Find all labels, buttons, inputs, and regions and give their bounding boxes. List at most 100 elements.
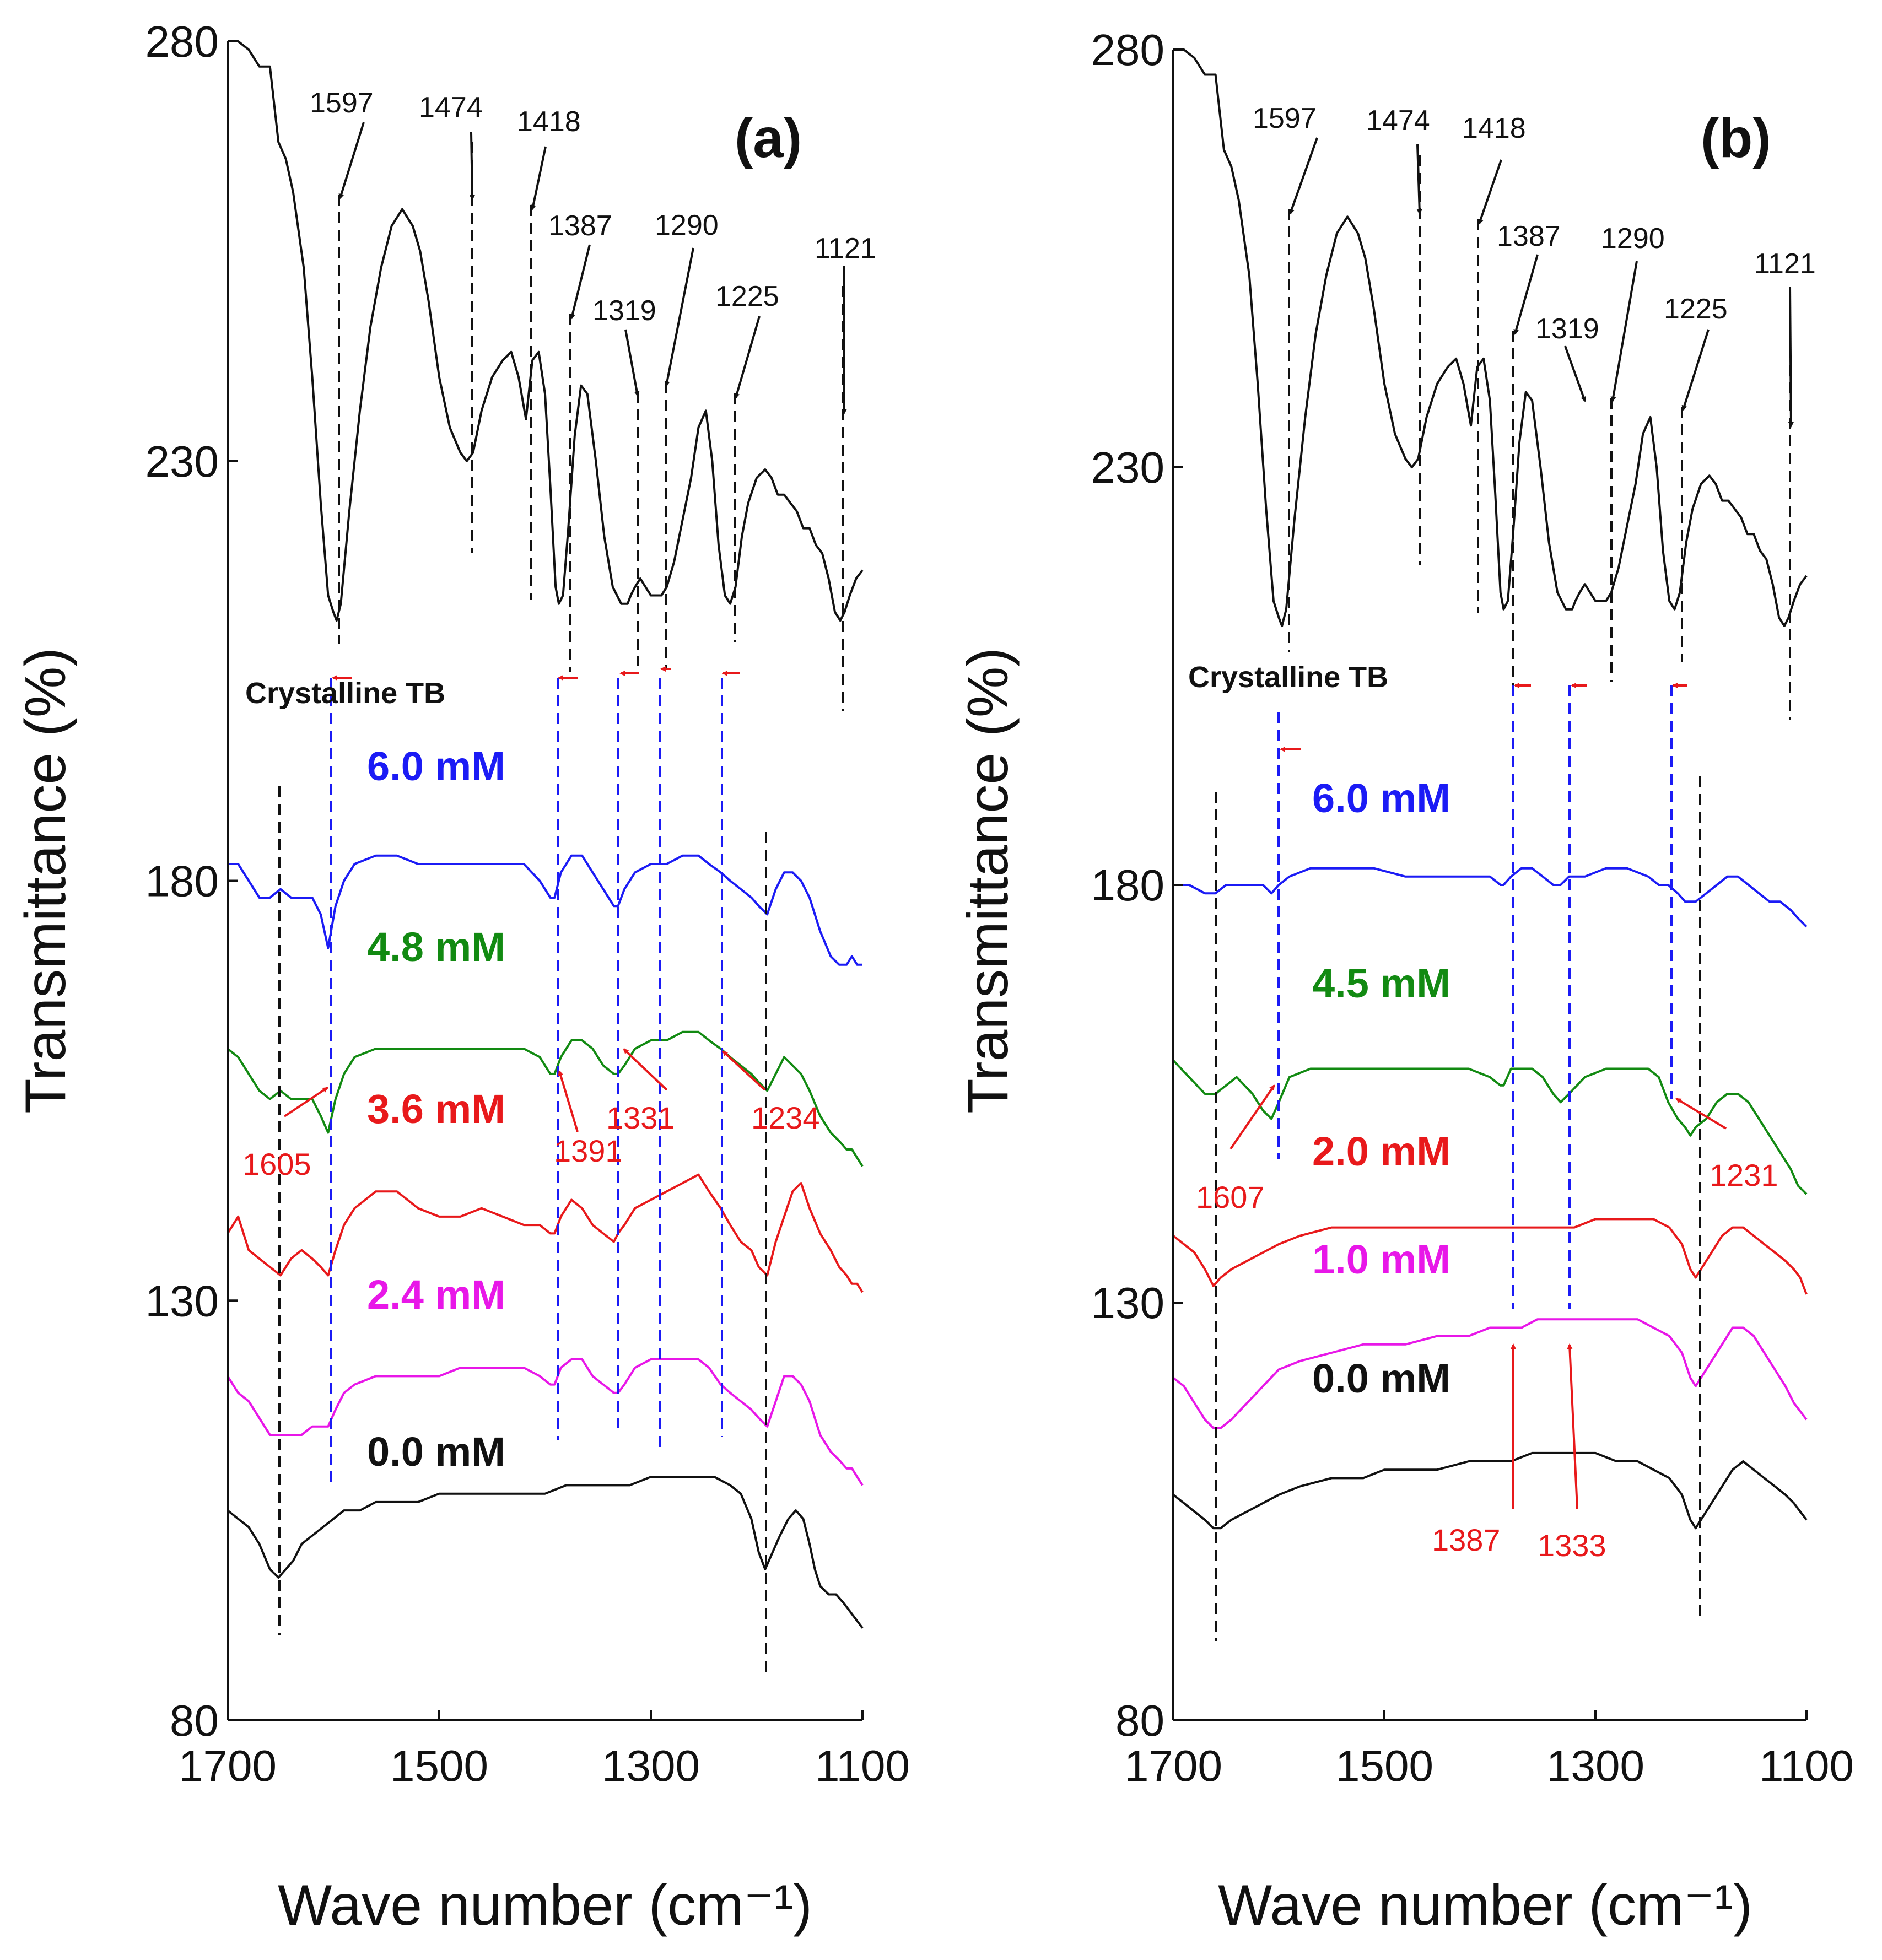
panel-b-peak-labels: 1597 1474 1418 1387 1319 1290 1225 1121 — [1253, 102, 1816, 428]
spectrum-b-0-0--- — [1172, 1451, 1808, 1530]
peak-label-a-1387: 1387 — [548, 210, 612, 242]
spectrum-b-6-0--- — [1173, 867, 1808, 928]
crystalline-spectrum-a — [228, 40, 864, 622]
red-label-a-1234: 1234 — [751, 1100, 820, 1135]
series-label-a-4-8: 4.8 mM — [367, 924, 505, 970]
panel-b-guide-lines — [1215, 155, 1791, 1641]
series-label-a-0-0: 0.0 mM — [367, 1429, 505, 1475]
peak-label-a-1225: 1225 — [715, 280, 779, 312]
peak-arrow-b-1597 — [1288, 137, 1318, 215]
y-tick-label-b-130: 130 — [1091, 1278, 1164, 1327]
crystalline-label-b: Crystalline TB — [1188, 661, 1388, 694]
red-arrow-b-1333 — [1567, 1343, 1578, 1509]
red-label-a-1391: 1391 — [554, 1133, 623, 1168]
series-label-b-6-0: 6.0 mM — [1312, 775, 1450, 821]
peak-label-a-1418: 1418 — [517, 106, 581, 138]
y-tick-label-a-180: 180 — [145, 857, 219, 906]
x-tick-label-b-1100: 1100 — [1759, 1741, 1854, 1790]
peak-label-a-1290: 1290 — [655, 209, 719, 241]
peak-arrow-a-1290 — [664, 247, 694, 387]
peak-arrow-a-1418 — [530, 146, 547, 210]
crystalline-label-a: Crystalline TB — [245, 677, 445, 710]
x-axis-title-b: Wave number (cm⁻¹) — [1218, 1873, 1752, 1937]
series-label-b-4-5: 4.5 mM — [1312, 960, 1450, 1006]
panel-a-curves — [227, 40, 864, 1629]
x-axis-title-a: Wave number (cm⁻¹) — [278, 1873, 812, 1937]
y-ticks-a: 280 230 180 130 80 — [145, 17, 238, 1745]
x-tick-label-a-1300: 1300 — [602, 1741, 700, 1790]
red-arrow-b-1231 — [1675, 1098, 1727, 1130]
peak-arrow-a-1597 — [338, 122, 365, 199]
panel-b-shift-arrows — [1229, 683, 1727, 1509]
panel-a-axes: 280 230 180 130 80 1700 1500 1300 1100 Wave num… — [14, 17, 910, 1937]
peak-arrow-b-1387 — [1513, 254, 1539, 335]
x-tick-label-a-1100: 1100 — [815, 1741, 910, 1790]
spectrum-a-2-4--- — [227, 1358, 864, 1486]
y-tick-label-a-130: 130 — [145, 1276, 219, 1325]
spectrum-a-4-8--- — [227, 1030, 864, 1167]
peak-label-b-1290: 1290 — [1601, 223, 1665, 255]
panel-a-peak-labels: 1597 1474 1418 1387 1319 1290 1225 1121 — [310, 87, 876, 414]
red-arrow-b-1607 — [1229, 1084, 1275, 1150]
red-label-a-1605: 1605 — [242, 1147, 311, 1181]
spectrum-a-3-6--- — [227, 1173, 864, 1293]
peak-label-b-1121: 1121 — [1754, 248, 1816, 280]
series-label-b-1-0: 1.0 mM — [1312, 1237, 1450, 1282]
y-tick-label-a-230: 230 — [145, 437, 219, 486]
peak-label-b-1418: 1418 — [1462, 112, 1526, 144]
red-label-a-1331: 1331 — [606, 1100, 675, 1135]
peak-arrow-a-1225 — [734, 316, 761, 399]
y-tick-label-a-80: 80 — [170, 1696, 219, 1745]
y-tick-label-b-180: 180 — [1091, 861, 1164, 910]
panel-a-chart: 1597 1474 1418 1387 1319 1290 1225 1121 — [14, 17, 910, 1937]
peak-label-b-1319: 1319 — [1535, 313, 1599, 345]
peak-label-b-1387: 1387 — [1497, 220, 1561, 252]
red-label-b-1387: 1387 — [1432, 1522, 1501, 1557]
series-label-b-0-0: 0.0 mM — [1312, 1356, 1450, 1401]
spectrum-a-6-0--- — [228, 854, 862, 966]
red-label-b-1333: 1333 — [1538, 1528, 1606, 1563]
spectrum-b-4-5--- — [1172, 1060, 1808, 1195]
series-label-a-3-6: 3.6 mM — [367, 1086, 505, 1132]
y-axis-title-b: Transmittance (%) — [956, 647, 1020, 1114]
peak-arrow-a-1387 — [570, 244, 591, 320]
y-tick-label-b-80: 80 — [1115, 1696, 1164, 1745]
panel-b-text-labels: Crystalline TB (b) 6.0 mM 4.5 mM 2.0 mM … — [1188, 107, 1778, 1563]
red-arrow-a-1331 — [623, 1048, 668, 1091]
peak-arrow-b-1290 — [1610, 261, 1638, 402]
y-ticks-b: 280 230 180 130 80 — [1091, 25, 1183, 1745]
crystalline-spectrum-b — [1173, 48, 1808, 627]
panel-letter-a: (a) — [735, 107, 802, 169]
peak-label-b-1597: 1597 — [1253, 102, 1317, 134]
x-tick-label-b-1300: 1300 — [1546, 1741, 1644, 1790]
peak-label-b-1225: 1225 — [1664, 293, 1728, 325]
peak-arrow-b-1474 — [1416, 144, 1422, 215]
series-label-b-2-0: 2.0 mM — [1312, 1129, 1450, 1174]
peak-arrow-a-1474 — [469, 132, 475, 201]
panel-b-curves — [1172, 48, 1808, 1530]
spectrum-a-0-0--- — [227, 1476, 864, 1629]
panel-b-axes: 280 230 180 130 80 1700 1500 1300 1100 Wave num… — [956, 25, 1854, 1937]
panel-a-guide-lines — [278, 142, 844, 1677]
panel-letter-b: (b) — [1701, 107, 1771, 169]
peak-arrow-b-1225 — [1681, 329, 1710, 411]
peak-label-b-1474: 1474 — [1366, 105, 1430, 137]
panel-a-text-labels: Crystalline TB (a) 6.0 mM 4.8 mM 3.6 mM … — [242, 107, 820, 1475]
spectrum-b-1-0--- — [1172, 1318, 1808, 1429]
peak-label-a-1121: 1121 — [815, 233, 876, 264]
x-ticks-a: 1700 1500 1300 1100 — [179, 1710, 910, 1790]
y-axis-title-a: Transmittance (%) — [14, 647, 78, 1114]
x-ticks-b: 1700 1500 1300 1100 — [1124, 1710, 1854, 1790]
y-tick-label-b-230: 230 — [1091, 443, 1164, 492]
x-tick-label-a-1700: 1700 — [179, 1741, 277, 1790]
peak-label-a-1474: 1474 — [419, 91, 483, 123]
x-tick-label-b-1700: 1700 — [1124, 1741, 1222, 1790]
red-arrow-a-1605 — [283, 1087, 328, 1117]
x-tick-label-a-1500: 1500 — [390, 1741, 488, 1790]
peak-arrow-b-1121 — [1788, 286, 1794, 428]
series-label-a-2-4: 2.4 mM — [367, 1272, 505, 1318]
peak-label-a-1319: 1319 — [592, 295, 656, 327]
peak-label-a-1597: 1597 — [310, 87, 374, 119]
y-tick-label-b-280: 280 — [1091, 25, 1164, 74]
